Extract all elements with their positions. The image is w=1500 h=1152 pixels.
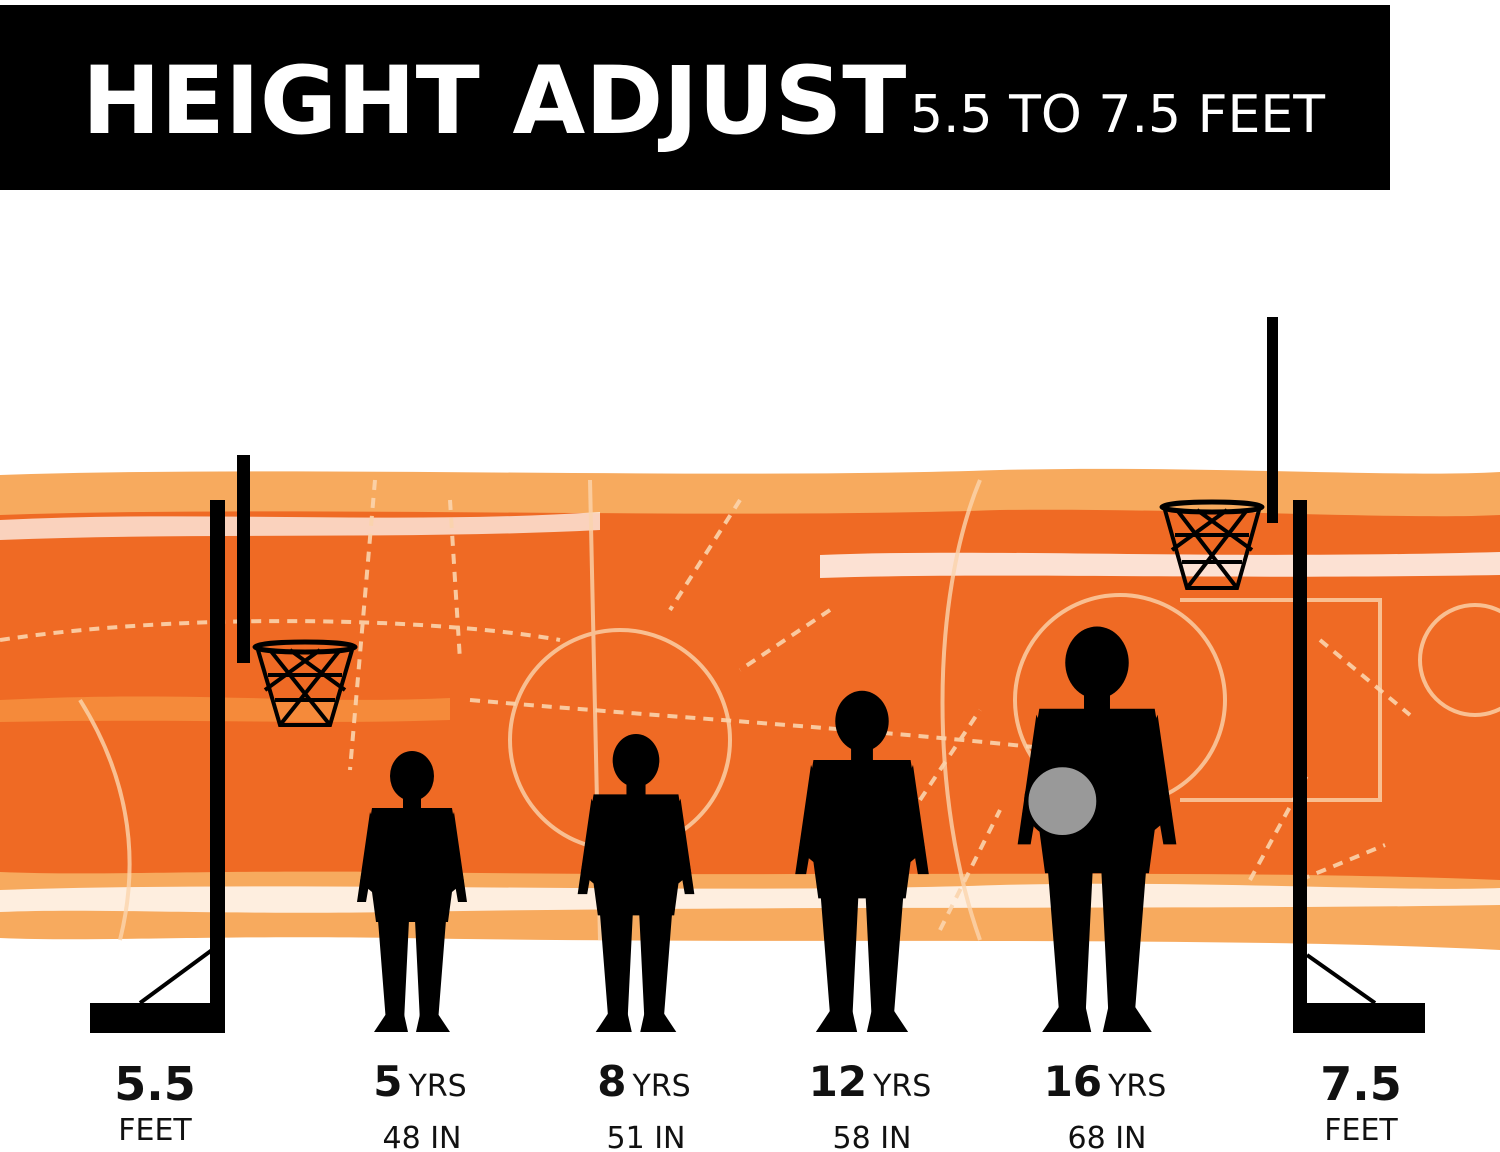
ball — [1024, 762, 1101, 840]
torso — [580, 794, 692, 916]
age: 16 — [1044, 1057, 1102, 1106]
header-bar — [0, 5, 1390, 190]
feet — [815, 1010, 909, 1032]
age-unit: YRS — [1107, 1069, 1166, 1104]
hoop-low-label: 5.5 FEET — [114, 1057, 196, 1148]
age-unit: YRS — [632, 1069, 691, 1104]
feet — [1042, 1006, 1152, 1032]
age-label: 16 YRS — [1044, 1057, 1167, 1106]
hoop-high — [1159, 317, 1425, 1033]
hoop-unit: FEET — [1324, 1113, 1398, 1148]
person-silhouette — [577, 733, 695, 1032]
subtitle: 5.5 TO 7.5 FEET — [910, 85, 1325, 145]
height-label: 48 IN — [383, 1121, 462, 1152]
feet — [595, 1012, 677, 1032]
neck — [1084, 691, 1110, 712]
age: 12 — [809, 1057, 867, 1106]
age-label: 12 YRS — [809, 1057, 932, 1106]
head — [835, 690, 889, 752]
age-unit: YRS — [872, 1069, 931, 1104]
height-label: 58 IN — [833, 1121, 912, 1152]
person-silhouette — [357, 751, 467, 1032]
age: 8 — [597, 1057, 626, 1106]
person-silhouette — [1017, 626, 1177, 1032]
head — [390, 751, 434, 801]
torso — [360, 808, 464, 922]
feet — [374, 1014, 450, 1032]
height-label: 51 IN — [607, 1121, 686, 1152]
hoop-low — [90, 455, 358, 1033]
hoop-value: 7.5 — [1320, 1057, 1402, 1111]
age-label: 5 YRS — [373, 1057, 466, 1106]
age: 5 — [373, 1057, 402, 1106]
height-label: 68 IN — [1068, 1121, 1147, 1152]
legs — [1047, 870, 1147, 1018]
legs — [599, 913, 673, 1022]
age-label: 8 YRS — [597, 1057, 690, 1106]
silhouettes — [357, 626, 1177, 1032]
torso — [798, 760, 926, 899]
head — [1065, 626, 1129, 699]
legs — [820, 896, 904, 1020]
neck — [851, 745, 873, 763]
person-silhouette — [795, 690, 929, 1032]
age-unit: YRS — [408, 1069, 467, 1104]
neck — [403, 796, 421, 810]
neck — [626, 781, 646, 797]
hoop-value: 5.5 — [114, 1057, 196, 1111]
hoop-unit: FEET — [118, 1113, 192, 1148]
legs — [378, 920, 446, 1022]
head — [612, 733, 660, 787]
title: HEIGHT ADJUST — [82, 47, 906, 156]
hoop-high-label: 7.5 FEET — [1320, 1057, 1402, 1148]
